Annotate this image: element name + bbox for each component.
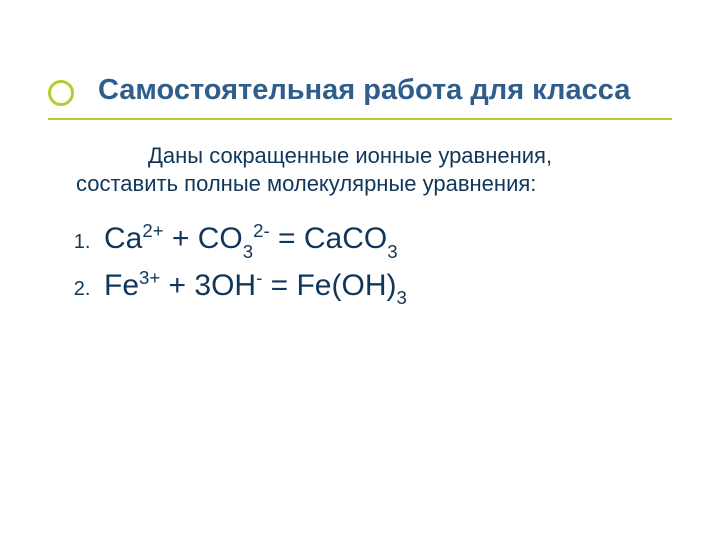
title-underline <box>48 118 672 120</box>
slide-body: Даны сокращенные ионные уравнения, соста… <box>76 142 660 309</box>
intro-text: Даны сокращенные ионные уравнения, соста… <box>76 142 660 198</box>
title-row: Самостоятельная работа для класса <box>48 74 680 107</box>
equation-list: Ca2+ + CO32- = CaCO3 Fe3+ + 3OH- = Fe(OH… <box>76 216 660 309</box>
equation-2: Fe3+ + 3OH- = Fe(OH)3 <box>96 263 660 310</box>
slide-title: Самостоятельная работа для класса <box>98 74 630 107</box>
equation-1: Ca2+ + CO32- = CaCO3 <box>96 216 660 263</box>
bullet-dot-icon <box>48 80 74 106</box>
intro-text-content: Даны сокращенные ионные уравнения, соста… <box>76 143 552 196</box>
slide: Самостоятельная работа для класса Даны с… <box>0 0 720 540</box>
